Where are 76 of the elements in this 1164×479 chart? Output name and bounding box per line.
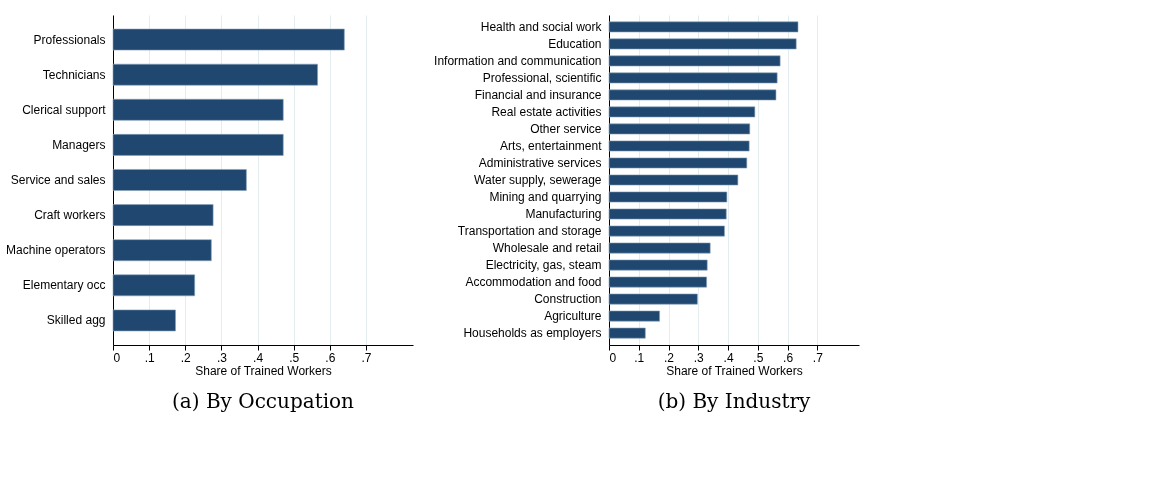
y-tick-label: Administrative services — [478, 155, 602, 170]
y-tick-label: Other service — [530, 121, 602, 136]
x-tick-label: .7 — [812, 350, 824, 365]
bar — [112, 28, 345, 51]
bar — [608, 276, 707, 288]
y-tick-label: Technicians — [42, 67, 106, 82]
bar — [608, 259, 708, 271]
text: (a) By Occupation — [171, 389, 355, 413]
y-tick-label: Transportation and storage — [457, 224, 602, 239]
y-tick-label: Professionals — [33, 32, 106, 47]
y-tick-label: Construction — [534, 292, 602, 307]
y-tick-label: Households as employers — [463, 326, 602, 341]
y-tick-label: Professional, scientific — [482, 70, 602, 85]
x-tick-label: .5 — [753, 350, 764, 365]
y-tick-label: Electricity, gas, steam — [485, 258, 602, 273]
x-tick-label: 0 — [609, 350, 617, 365]
bar — [608, 208, 727, 220]
bar — [112, 169, 247, 191]
bar — [608, 310, 660, 322]
bar — [608, 293, 698, 305]
bar — [608, 21, 799, 33]
y-tick-label: Financial and insurance — [474, 87, 602, 102]
y-tick-label: Machine operators — [6, 243, 106, 258]
y-tick-label: Mining and quarrying — [489, 190, 602, 205]
x-axis-title: Share of Trained Workers — [195, 363, 332, 378]
y-tick-label: Manufacturing — [525, 207, 602, 222]
bar — [112, 274, 195, 297]
x-tick-label: .2 — [180, 350, 192, 365]
bar — [112, 63, 318, 86]
y-tick-label: Health and social work — [480, 19, 603, 34]
x-tick-label: .4 — [723, 350, 734, 365]
x-axis-title: Share of Trained Workers — [666, 363, 803, 378]
y-tick-label: Service and sales — [10, 173, 106, 187]
bar — [608, 327, 646, 339]
y-tick-label: Information and communication — [434, 53, 602, 68]
x-tick-label: .5 — [289, 350, 300, 365]
bar — [608, 38, 797, 50]
bar — [608, 242, 711, 254]
bar — [608, 174, 739, 186]
bar — [608, 123, 751, 135]
bar — [112, 134, 284, 156]
y-tick-label: Water supply, sewerage — [474, 173, 602, 187]
bar — [608, 89, 777, 101]
y-tick-label: Education — [548, 36, 602, 51]
x-tick-label: .1 — [144, 350, 155, 365]
text: (b) By Industry — [657, 389, 812, 413]
x-tick-label: .6 — [325, 350, 336, 365]
y-tick-label: Arts, entertainment — [500, 138, 603, 153]
x-tick-label: .3 — [216, 350, 228, 365]
y-tick-label: Craft workers — [34, 208, 106, 223]
bar — [112, 204, 214, 226]
x-tick-label: .3 — [693, 350, 705, 365]
y-tick-label: Skilled agg — [46, 313, 106, 328]
bar — [112, 98, 284, 121]
x-tick-label: .7 — [361, 350, 372, 365]
y-tick-label: Clerical support — [22, 102, 107, 117]
bar — [608, 72, 778, 84]
bar — [608, 55, 781, 67]
bar — [112, 309, 176, 332]
bar — [608, 157, 748, 169]
y-tick-label: Wholesale and retail — [492, 241, 602, 256]
y-tick-label: Real estate activities — [491, 104, 602, 119]
y-tick-label: Elementary occ — [22, 278, 106, 293]
bar — [608, 225, 725, 237]
y-tick-label: Accommodation and food — [465, 275, 602, 290]
bar — [608, 191, 728, 203]
y-tick-label: Agriculture — [544, 309, 602, 324]
bar — [608, 106, 756, 118]
y-tick-label: Managers — [52, 137, 106, 152]
x-tick-label: 0 — [113, 350, 121, 365]
x-tick-label: .6 — [783, 350, 794, 365]
x-tick-label: .2 — [664, 350, 675, 365]
x-tick-label: .4 — [253, 350, 264, 365]
x-tick-label: .1 — [634, 350, 645, 365]
bar — [112, 239, 212, 262]
bar — [608, 140, 750, 152]
